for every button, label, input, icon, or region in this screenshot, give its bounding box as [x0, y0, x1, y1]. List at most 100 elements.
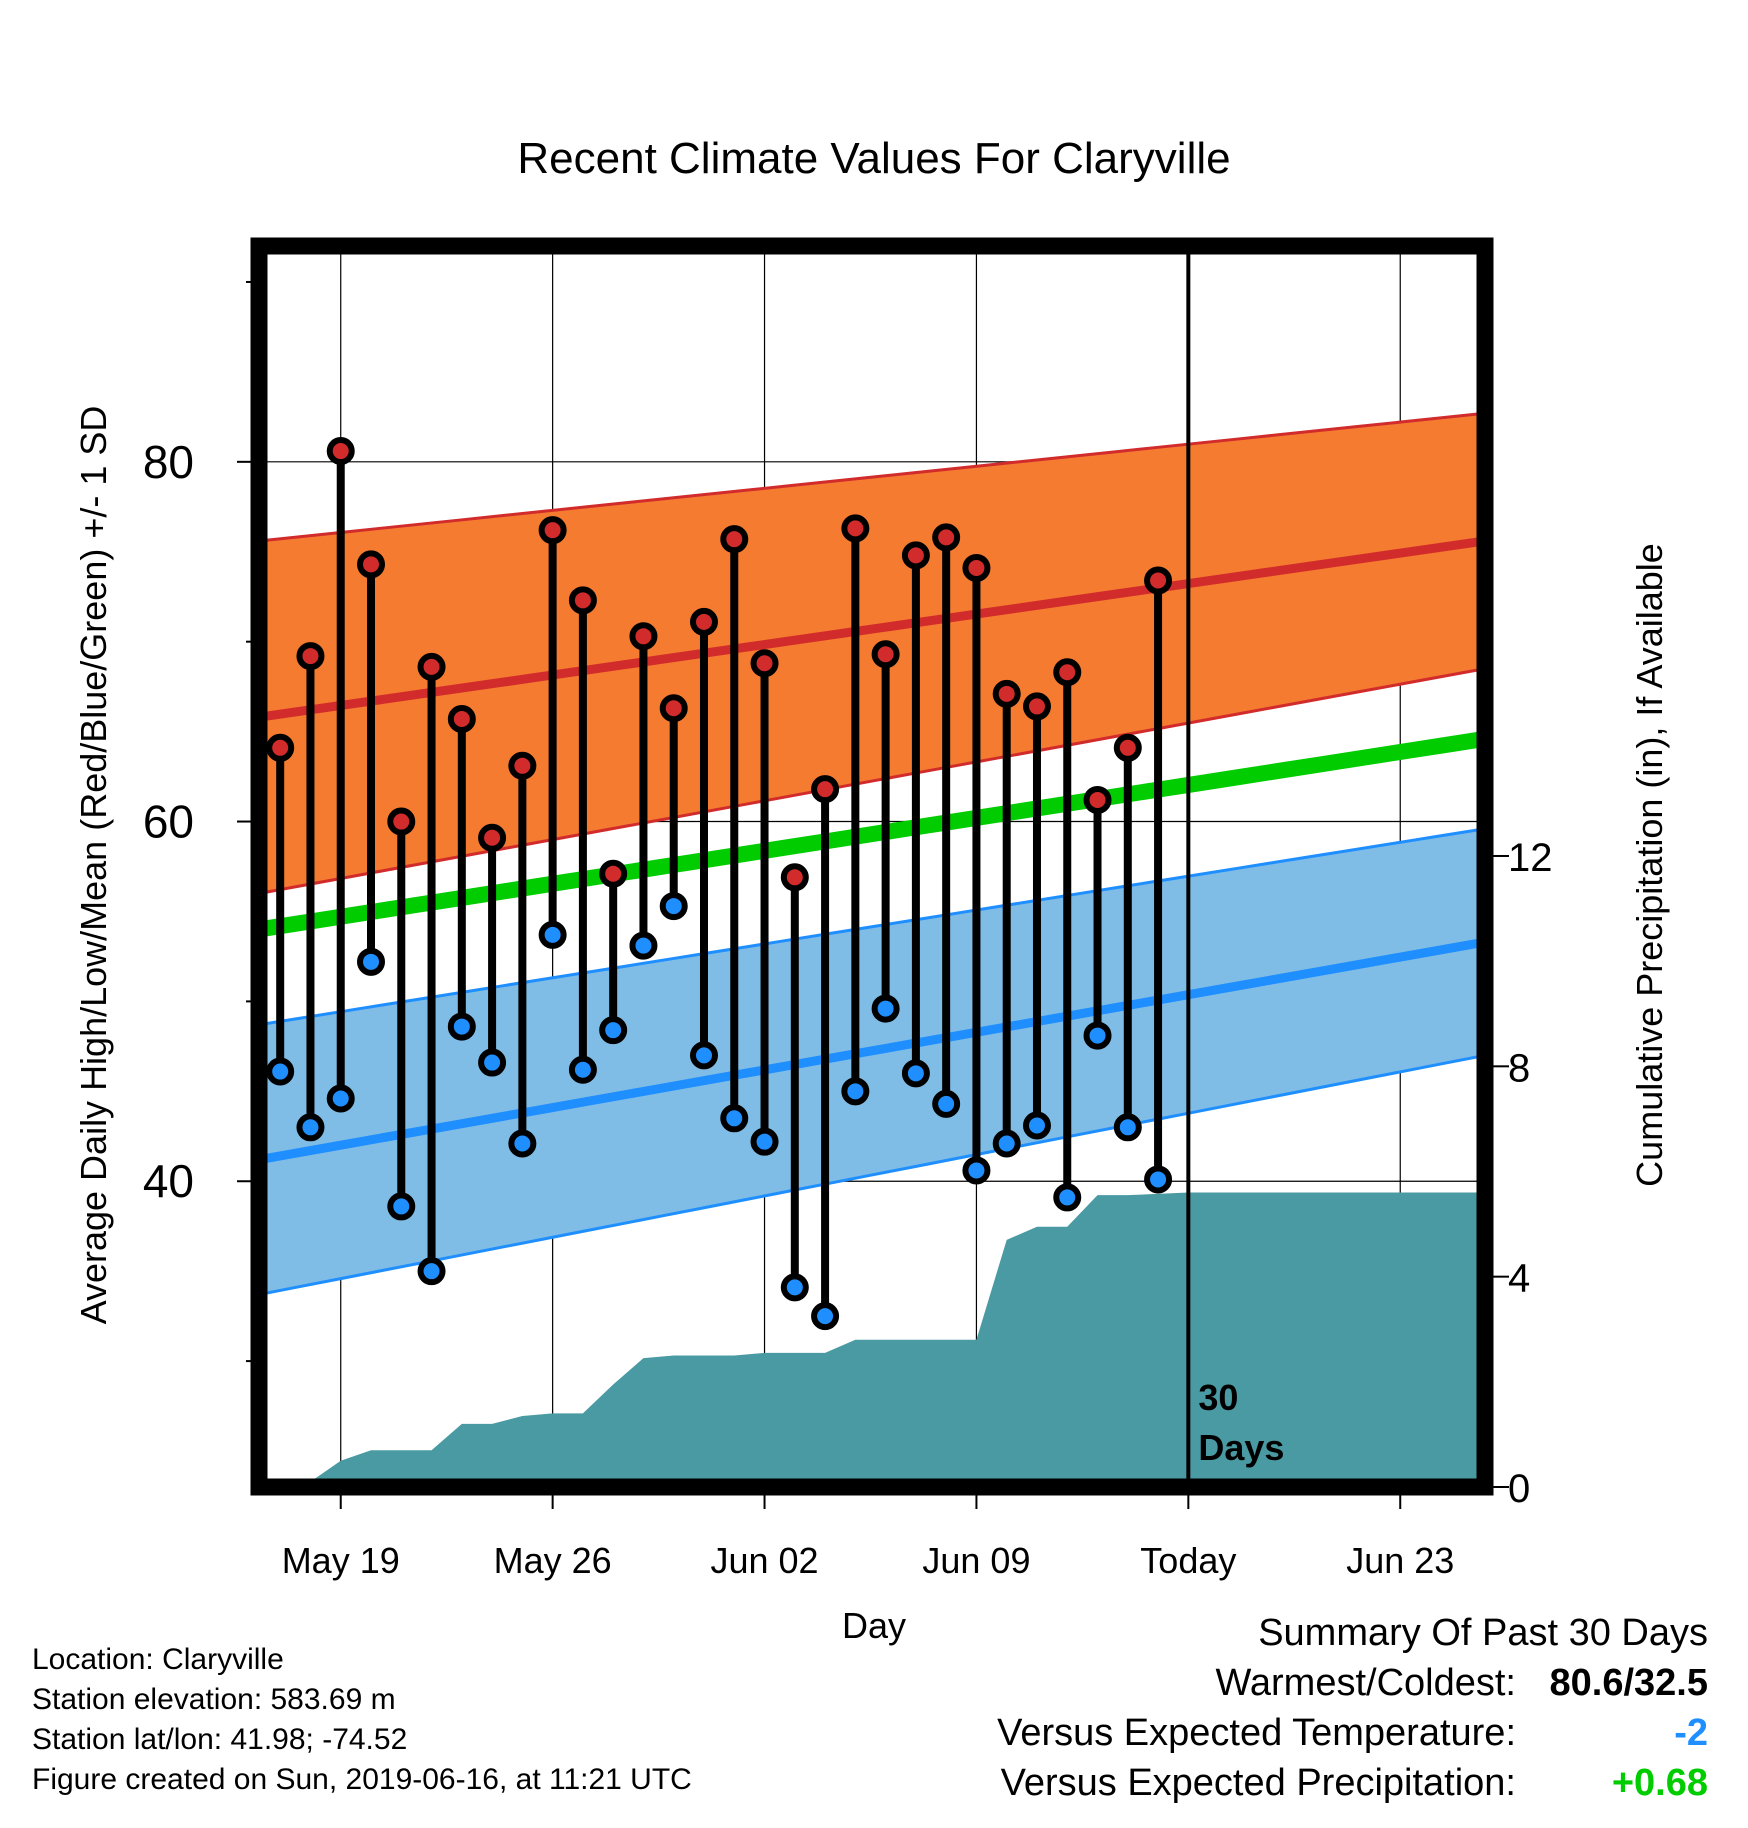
daily-high-point — [750, 649, 779, 678]
daily-high-point — [871, 640, 900, 669]
y-axis-label: Average Daily High/Low/Mean (Red/Blue/Gr… — [73, 406, 114, 1325]
daily-high-point — [629, 622, 658, 651]
daily-high-point — [780, 863, 809, 892]
daily-low-point — [901, 1059, 930, 1088]
daily-high-point — [599, 859, 628, 888]
y2-tick-label: 4 — [1508, 1257, 1530, 1301]
daily-low-point — [992, 1129, 1021, 1158]
daily-low-point — [599, 1016, 628, 1045]
x-tick-label: Today — [1140, 1540, 1236, 1581]
daily-high-point — [387, 807, 416, 836]
chart-title: Recent Climate Values For Claryville — [517, 134, 1230, 183]
daily-high-point — [932, 523, 961, 552]
daily-low-point — [538, 920, 567, 949]
daily-high-point — [1022, 692, 1051, 721]
daily-low-point — [720, 1104, 749, 1133]
daily-high-point — [1053, 658, 1082, 687]
daily-low-point — [750, 1127, 779, 1156]
daily-high-point — [841, 514, 870, 543]
daily-low-point — [689, 1041, 718, 1070]
plot-frame — [250, 237, 1494, 1496]
daily-high-point — [1083, 785, 1112, 814]
low-sd-band — [259, 828, 1485, 1295]
summary-panel: Summary Of Past 30 Days Warmest/Coldest:… — [808, 1608, 1708, 1808]
high-upper-edge — [258, 411, 1486, 543]
temp-anomaly-label: Versus Expected Temperature: — [997, 1712, 1516, 1754]
normal-low-line — [258, 937, 1486, 1165]
daily-high-point — [478, 823, 507, 852]
daily-low-point — [387, 1192, 416, 1221]
daily-high-point — [326, 437, 355, 466]
daily-low-point — [1144, 1165, 1173, 1194]
daily-low-point — [568, 1055, 597, 1084]
temp-anomaly-value: -2 — [1674, 1712, 1708, 1754]
station-info: Location: Claryville Station elevation: … — [32, 1640, 692, 1800]
warmest-coldest-value: 80.6/32.5 — [1549, 1662, 1708, 1704]
daily-low-point — [357, 947, 386, 976]
location-text: Location: Claryville — [32, 1643, 284, 1676]
x-tick-label: Jun 02 — [710, 1540, 818, 1581]
y2-tick-label: 8 — [1508, 1046, 1530, 1090]
low-lower-edge — [258, 1053, 1486, 1297]
x-tick-label: May 19 — [282, 1540, 400, 1581]
daily-high-point — [901, 541, 930, 570]
x-axis-label: Day — [842, 1605, 906, 1646]
summary-title: Summary Of Past 30 Days — [1258, 1612, 1708, 1654]
daily-high-point — [417, 652, 446, 681]
y2-tick-label: 0 — [1508, 1467, 1530, 1511]
daily-low-point — [1022, 1111, 1051, 1140]
daily-low-point — [1113, 1113, 1142, 1142]
y-tick-label: 80 — [143, 436, 194, 488]
daily-low-point — [478, 1048, 507, 1077]
daily-high-point — [720, 525, 749, 554]
daily-low-point — [871, 994, 900, 1023]
precip-anomaly-label: Versus Expected Precipitation: — [1000, 1762, 1516, 1804]
daily-low-point — [1053, 1183, 1082, 1212]
daily-high-point — [962, 553, 991, 582]
warmest-coldest-label: Warmest/Coldest: — [1215, 1662, 1516, 1704]
daily-low-point — [659, 892, 688, 921]
precip-anomaly-value: +0.68 — [1611, 1762, 1708, 1804]
plot-area: 30 Days 40 60 80 0 4 8 12 May 19 May 26 Jun 02 Jun 0… — [143, 237, 1553, 1581]
daily-low-point — [1083, 1021, 1112, 1050]
elevation-text: Station elevation: 583.69 m — [32, 1683, 396, 1716]
daily-high-point — [538, 516, 567, 545]
daily-low-point — [811, 1302, 840, 1331]
y2-tick-label: 12 — [1508, 836, 1553, 880]
daily-high-point — [266, 733, 295, 762]
daily-low-point — [629, 931, 658, 960]
precip-area — [259, 1192, 1485, 1487]
latlon-text: Station lat/lon: 41.98; -74.52 — [32, 1723, 408, 1756]
daily-high-point — [296, 642, 325, 671]
daily-low-point — [841, 1077, 870, 1106]
y2-axis-label: Cumulative Precipitation (in), If Availa… — [1629, 543, 1670, 1187]
y-tick-label: 40 — [143, 1155, 194, 1207]
y-tick-label: 60 — [143, 796, 194, 848]
daily-high-point — [508, 751, 537, 780]
daily-high-point — [357, 550, 386, 579]
daily-high-point — [811, 775, 840, 804]
x-tick-label: Jun 09 — [922, 1540, 1030, 1581]
daily-low-point — [932, 1089, 961, 1118]
daily-high-point — [992, 679, 1021, 708]
x-tick-label: Jun 23 — [1346, 1540, 1454, 1581]
daily-low-point — [266, 1057, 295, 1086]
daily-low-point — [508, 1129, 537, 1158]
daily-high-point — [1113, 733, 1142, 762]
daily-low-point — [962, 1156, 991, 1185]
daily-low-point — [417, 1257, 446, 1286]
daily-high-point — [568, 586, 597, 615]
daily-high-point — [659, 694, 688, 723]
daily-low-point — [296, 1113, 325, 1142]
daily-low-point — [447, 1012, 476, 1041]
today-label: 30 — [1198, 1377, 1238, 1418]
normal-high-line — [258, 536, 1486, 722]
daily-low-point — [326, 1084, 355, 1113]
x-tick-label: May 26 — [494, 1540, 612, 1581]
created-text: Figure created on Sun, 2019-06-16, at 11… — [32, 1763, 692, 1796]
today-label: Days — [1198, 1427, 1284, 1468]
daily-high-point — [447, 705, 476, 734]
daily-low-point — [780, 1273, 809, 1302]
daily-high-point — [1144, 566, 1173, 595]
